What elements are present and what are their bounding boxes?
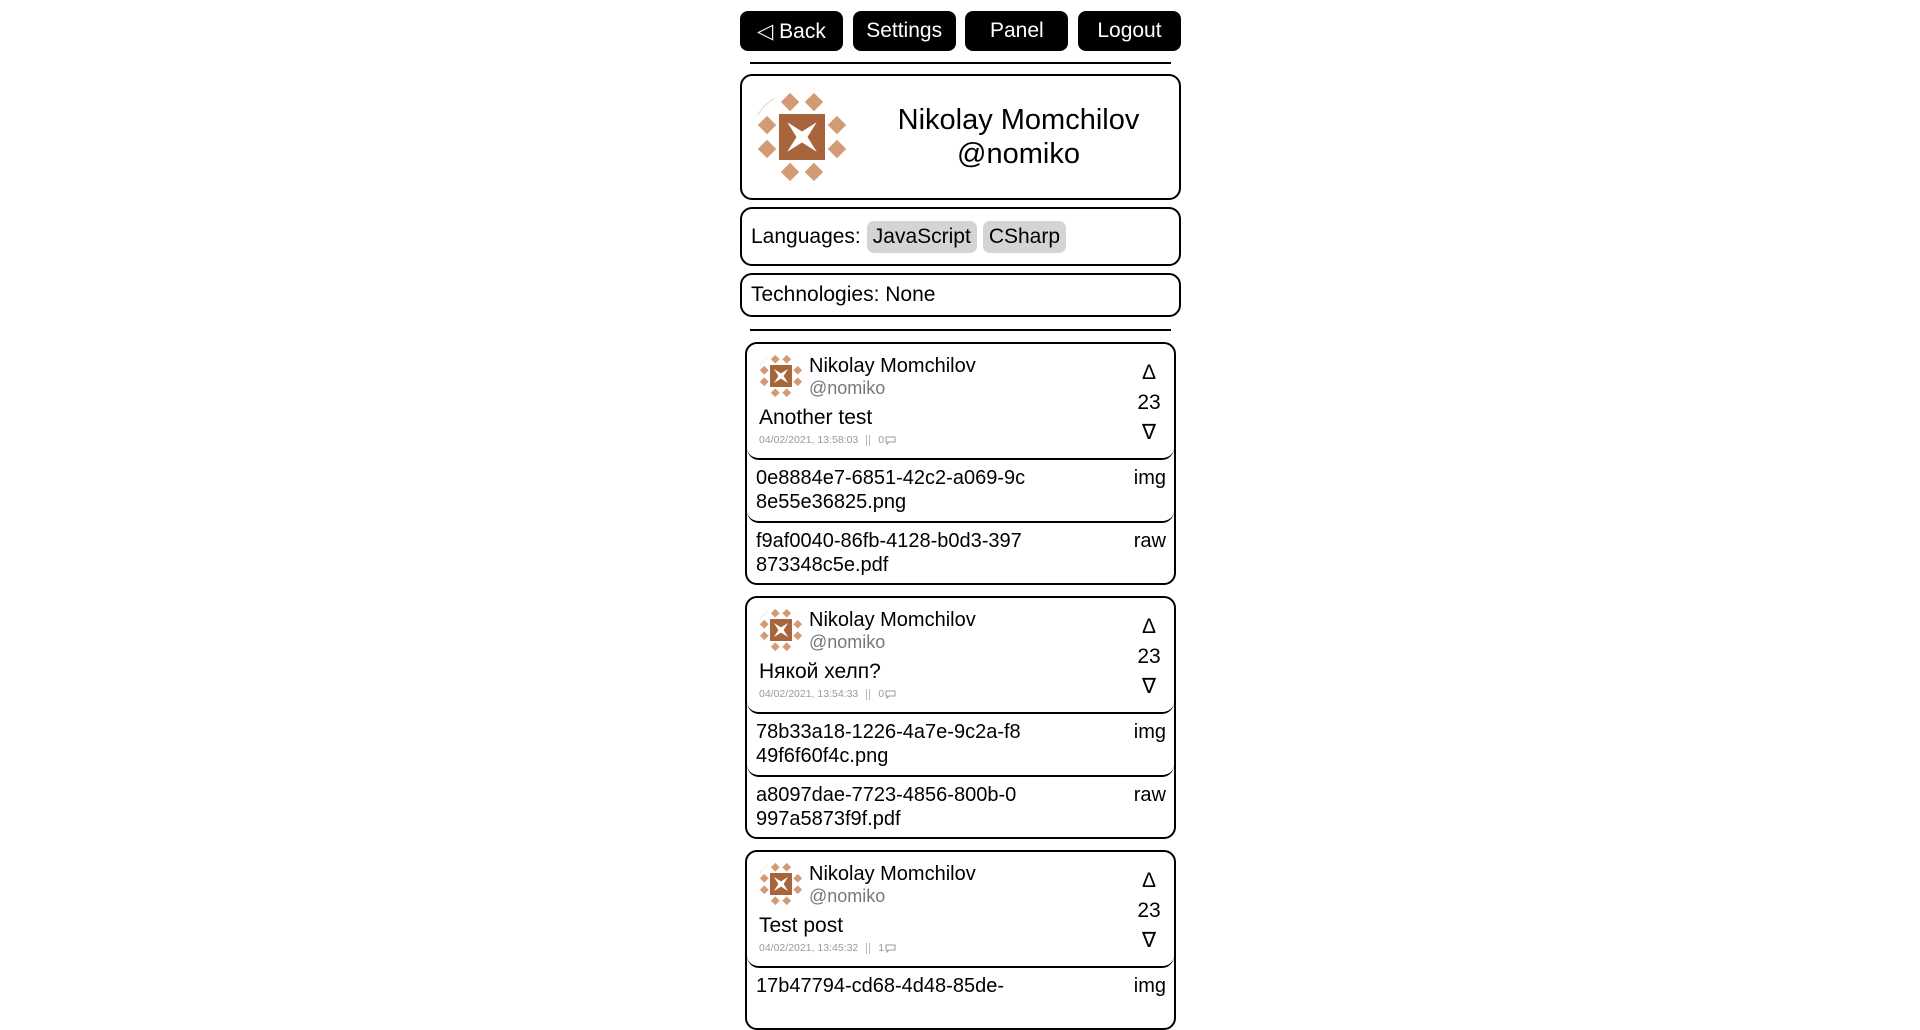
post-author[interactable]: Nikolay Momchilov [809,863,976,885]
attachment-name[interactable]: 17b47794-cd68-4d48-85de- [756,975,1004,997]
post-date: 04/02/2021, 13:54:33 [759,688,859,700]
post-header: Nikolay Momchilov @nomiko Another test 0… [747,344,1174,460]
top-nav: ◁ Back Settings Panel Logout [740,11,1181,51]
comment-icon[interactable] [885,944,896,953]
downvote-button[interactable]: ∇ [1141,929,1157,952]
separator [866,688,871,700]
profile-handle: @nomiko [957,138,1080,170]
post-avatar [759,354,803,398]
downvote-button[interactable]: ∇ [1141,421,1157,444]
post-text: Another test [759,406,873,429]
technologies-text: Technologies: None [751,283,936,306]
upvote-button[interactable]: Δ [1141,361,1157,384]
divider [750,62,1171,64]
divider [750,329,1171,331]
settings-button[interactable]: Settings [852,11,956,51]
profile-name: Nikolay Momchilov [897,104,1140,136]
vote-count: 23 [1137,899,1161,922]
upvote-button[interactable]: Δ [1141,615,1157,638]
vote-controls: Δ 23 ∇ [1134,358,1164,448]
comment-icon[interactable] [885,436,896,445]
attachment-item[interactable]: a8097dae-7723-4856-800b-0997a5873f9f.pdf… [747,777,1174,837]
logout-button[interactable]: Logout [1077,11,1181,51]
post-text: Test post [759,914,844,937]
vote-controls: Δ 23 ∇ [1134,612,1164,702]
post-card[interactable]: Nikolay Momchilov @nomiko Test post 04/0… [745,850,1176,1030]
attachment-item[interactable]: 78b33a18-1226-4a7e-9c2a-f849f6f60f4c.png… [747,714,1174,777]
attachment-name[interactable]: 0e8884e7-6851-42c2-a069-9c8e55e36825.png [756,467,1026,513]
post-author[interactable]: Nikolay Momchilov [809,609,976,631]
post-text: Някой хелп? [759,660,881,683]
post-meta: 04/02/2021, 13:54:33 0 [759,688,1174,700]
post-handle: @nomiko [809,886,886,906]
downvote-button[interactable]: ∇ [1141,675,1157,698]
language-tag: CSharp [982,220,1067,253]
post-avatar [759,862,803,906]
attachment-type: img [1133,721,1166,743]
upvote-button[interactable]: Δ [1141,869,1157,892]
comment-icon[interactable] [885,690,896,699]
avatar [757,92,847,182]
page: ◁ Back Settings Panel Logout Nikolay Mom… [740,0,1181,1030]
profile-card: Nikolay Momchilov @nomiko [740,74,1181,200]
post-date: 04/02/2021, 13:45:32 [759,942,859,954]
post-date: 04/02/2021, 13:58:03 [759,434,859,446]
post-card[interactable]: Nikolay Momchilov @nomiko Някой хелп? 04… [745,596,1176,839]
attachment-type: img [1133,467,1166,489]
post-card[interactable]: Nikolay Momchilov @nomiko Another test 0… [745,342,1176,585]
separator [866,942,871,954]
language-tag: JavaScript [866,220,977,253]
post-header: Nikolay Momchilov @nomiko Test post 04/0… [747,852,1174,968]
comment-count[interactable]: 0 [878,688,885,700]
comment-count[interactable]: 0 [878,434,885,446]
post-handle: @nomiko [809,378,886,398]
post-handle: @nomiko [809,632,886,652]
panel-button[interactable]: Panel [965,11,1069,51]
attachment-item[interactable]: f9af0040-86fb-4128-b0d3-397873348c5e.pdf… [747,523,1174,583]
post-header: Nikolay Momchilov @nomiko Някой хелп? 04… [747,598,1174,714]
languages-label: Languages: [751,224,861,248]
languages-card: Languages: JavaScript CSharp [740,207,1181,266]
attachment-item[interactable]: 17b47794-cd68-4d48-85de-img [747,968,1174,1028]
separator [866,434,871,446]
attachment-name[interactable]: f9af0040-86fb-4128-b0d3-397873348c5e.pdf [756,530,1022,576]
technologies-card: Technologies: None [740,273,1181,317]
attachment-name[interactable]: 78b33a18-1226-4a7e-9c2a-f849f6f60f4c.png [756,721,1021,767]
vote-count: 23 [1137,391,1161,414]
attachment-type: raw [1133,784,1166,806]
post-author[interactable]: Nikolay Momchilov [809,355,976,377]
attachment-type: raw [1133,530,1166,552]
comment-count[interactable]: 1 [878,942,885,954]
post-meta: 04/02/2021, 13:58:03 0 [759,434,1174,446]
attachment-item[interactable]: 0e8884e7-6851-42c2-a069-9c8e55e36825.png… [747,460,1174,523]
post-avatar [759,608,803,652]
post-meta: 04/02/2021, 13:45:32 1 [759,942,1174,954]
vote-count: 23 [1137,645,1161,668]
attachment-type: img [1133,975,1166,997]
back-button[interactable]: ◁ Back [740,11,843,51]
vote-controls: Δ 23 ∇ [1134,866,1164,956]
attachment-name[interactable]: a8097dae-7723-4856-800b-0997a5873f9f.pdf [756,784,1017,830]
post-list: Nikolay Momchilov @nomiko Another test 0… [740,342,1181,1030]
